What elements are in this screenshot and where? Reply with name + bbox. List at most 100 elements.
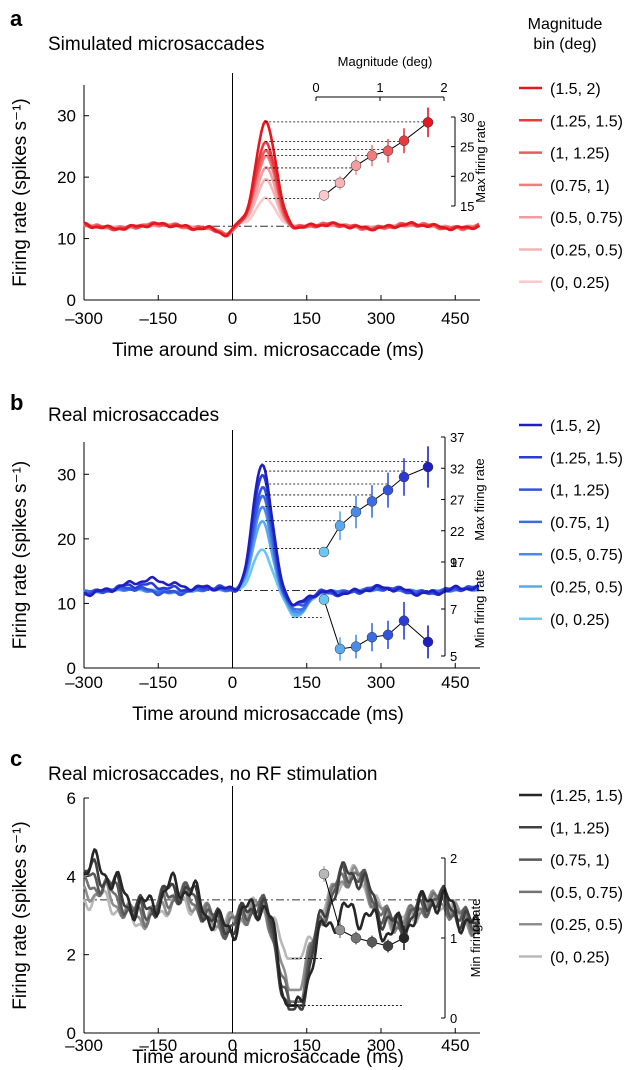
legend-title: Magnitude bin (deg) bbox=[528, 16, 603, 53]
inset-point bbox=[366, 496, 378, 507]
x-tick-label: 450 bbox=[441, 1036, 469, 1055]
inset-x-tick-label: 0 bbox=[312, 80, 319, 95]
x-tick-label: 300 bbox=[367, 1036, 395, 1055]
y-tick-label: 6 bbox=[67, 789, 76, 808]
legend-label: (0.25, 0.5) bbox=[550, 917, 623, 934]
inset-y-tick-label: 27 bbox=[450, 493, 464, 508]
inset-y-tick-label: 20 bbox=[460, 169, 474, 184]
series-line bbox=[82, 865, 480, 992]
y-tick-label: 0 bbox=[67, 659, 76, 678]
inset-point bbox=[334, 924, 346, 936]
inset-y-label: Min firing rate bbox=[472, 570, 487, 649]
x-tick-label: 450 bbox=[441, 309, 469, 328]
inset-y-tick-label: 7 bbox=[450, 602, 457, 617]
series-line bbox=[83, 519, 480, 617]
inset-point bbox=[398, 932, 410, 944]
y-tick-label: 20 bbox=[57, 530, 76, 549]
inset-point bbox=[398, 471, 410, 483]
inset-y-tick-label: 22 bbox=[450, 524, 464, 539]
inset-point bbox=[366, 150, 378, 161]
series-line bbox=[83, 486, 480, 607]
legend-label: (1, 1.25) bbox=[550, 483, 610, 500]
inset-y-tick-label: 17 bbox=[450, 555, 464, 570]
y-tick-label: 30 bbox=[57, 107, 76, 126]
legend-label: (1, 1.25) bbox=[550, 820, 610, 837]
y-axis-label: Firing rate (spikes s⁻¹) bbox=[10, 461, 31, 649]
legend-label: (0.75, 1) bbox=[550, 515, 610, 532]
legend-label: (1.25, 1.5) bbox=[550, 113, 623, 130]
x-tick-label: 450 bbox=[441, 673, 469, 692]
x-tick-label: –150 bbox=[139, 673, 177, 692]
inset-y-tick-label: 15 bbox=[460, 199, 474, 214]
panel-a: a Simulated microsaccades –300 –150 0 15 0 30 0 4… bbox=[10, 6, 623, 361]
x-tick-label: 150 bbox=[293, 673, 321, 692]
legend-label: (1.5, 2) bbox=[550, 418, 601, 435]
x-axis-label: Time around microsaccade (ms) bbox=[132, 704, 404, 725]
inset-point bbox=[318, 868, 330, 880]
inset-point bbox=[318, 546, 330, 558]
inset-point bbox=[382, 629, 394, 641]
inset-point bbox=[350, 506, 362, 518]
panel-c: c Real microsaccades, no RF stimulation –3… bbox=[10, 746, 623, 1068]
legend-label: (1.25, 1.5) bbox=[550, 788, 623, 805]
inset-point bbox=[334, 643, 346, 655]
x-tick-label: –300 bbox=[65, 309, 103, 328]
y-axis-label: Firing rate (spikes s⁻¹) bbox=[10, 98, 31, 286]
inset-point bbox=[366, 936, 378, 948]
legend-title-line1: Magnitude bbox=[528, 16, 603, 33]
y-tick-label: 4 bbox=[67, 867, 76, 886]
inset-point bbox=[398, 135, 410, 146]
legend-label: (0.25, 0.5) bbox=[550, 243, 623, 260]
series-line bbox=[84, 120, 480, 238]
inset-point bbox=[422, 117, 434, 128]
y-tick-label: 20 bbox=[57, 168, 76, 187]
inset-point bbox=[350, 932, 362, 944]
legend-label: (0.5, 0.75) bbox=[550, 885, 623, 902]
x-tick-label: –150 bbox=[139, 1036, 177, 1055]
legend-label: (1.25, 1.5) bbox=[550, 450, 623, 467]
inset-y-label: Min firing rate bbox=[468, 899, 483, 978]
legend-title-line2: bin (deg) bbox=[533, 36, 596, 53]
legend-label: (0, 0.25) bbox=[550, 612, 610, 629]
y-tick-label: 30 bbox=[57, 465, 76, 484]
inset-y-tick-label: 0 bbox=[450, 1011, 457, 1026]
inset-y-tick-label: 2 bbox=[450, 851, 457, 866]
x-tick-label: –300 bbox=[65, 673, 103, 692]
x-tick-label: –150 bbox=[139, 309, 177, 328]
inset-y-tick-label: 1 bbox=[450, 931, 457, 946]
inset-point bbox=[422, 636, 434, 648]
inset-y-label: Max firing rate bbox=[473, 120, 488, 202]
y-axis-label: Firing rate (spikes s⁻¹) bbox=[10, 821, 31, 1009]
legend-label: (0.75, 1) bbox=[550, 853, 610, 870]
x-tick-label: 0 bbox=[228, 309, 237, 328]
legend-label: (0, 0.25) bbox=[550, 275, 610, 292]
inset-point bbox=[334, 520, 346, 531]
inset-x-label: Magnitude (deg) bbox=[338, 54, 433, 69]
legend-label: (0, 0.25) bbox=[550, 950, 610, 967]
inset-y-tick-label: 30 bbox=[460, 110, 474, 125]
inset-point bbox=[422, 461, 434, 473]
panel-label: a bbox=[10, 6, 23, 31]
inset-point bbox=[334, 177, 346, 189]
panel-label: b bbox=[10, 390, 23, 415]
inset-y-label: Max firing rate bbox=[472, 458, 487, 540]
legend-label: (0.75, 1) bbox=[550, 178, 610, 195]
inset-point bbox=[382, 484, 394, 496]
x-axis-label: Time around microsaccade (ms) bbox=[132, 1047, 404, 1068]
inset-point bbox=[382, 940, 394, 952]
inset-point bbox=[382, 145, 394, 157]
x-tick-label: 300 bbox=[367, 673, 395, 692]
y-tick-label: 10 bbox=[57, 230, 76, 249]
chart-title: Simulated microsaccades bbox=[48, 34, 264, 55]
y-tick-label: 2 bbox=[67, 946, 76, 965]
y-tick-label: 0 bbox=[67, 291, 76, 310]
inset-point bbox=[398, 615, 410, 626]
legend-label: (1, 1.25) bbox=[550, 146, 610, 163]
legend-label: (1.5, 2) bbox=[550, 81, 601, 98]
x-tick-label: 0 bbox=[228, 673, 237, 692]
y-tick-label: 10 bbox=[57, 594, 76, 613]
inset-y-tick-label: 5 bbox=[450, 649, 457, 664]
legend-label: (0.5, 0.75) bbox=[550, 547, 623, 564]
inset-point bbox=[350, 160, 362, 171]
inset-point bbox=[318, 594, 330, 605]
